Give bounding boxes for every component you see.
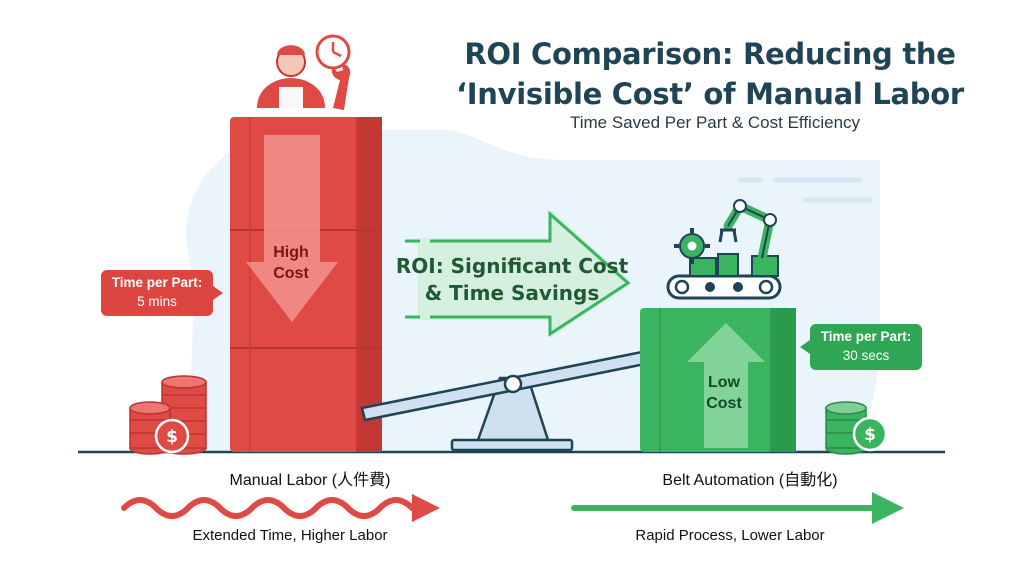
conveyor-belt-icon: [666, 253, 782, 300]
roi-line-1: ROI: Significant Cost: [395, 254, 629, 278]
manual-badge-label: Time per Part:: [111, 275, 203, 290]
worker-icon: [257, 45, 325, 108]
manual-time-badge: Time per Part: 5 mins: [101, 270, 223, 316]
title-line-1: ROI Comparison: Reducing the: [464, 37, 956, 71]
page-subtitle: Time Saved Per Part & Cost Efficiency: [569, 113, 861, 132]
svg-text:$: $: [166, 427, 178, 447]
right-arrow-icon: [405, 210, 632, 338]
automation-caption: Rapid Process, Lower Labor: [635, 527, 825, 544]
low-cost-label: Low Cost: [688, 372, 760, 414]
automation-time-badge: Time per Part: 30 secs: [800, 324, 922, 370]
roi-line-2: & Time Savings: [424, 281, 600, 305]
title-line-2: ‘Invisible Cost’ of Manual Labor: [456, 77, 964, 111]
automation-straight-arrow: [571, 492, 904, 524]
svg-text:$: $: [864, 425, 876, 445]
dollar-coin-icon: $: [852, 416, 888, 452]
manual-badge-value: 5 mins: [137, 294, 177, 309]
roi-label: ROI: Significant Cost & Time Savings: [388, 253, 636, 307]
seesaw-icon: [360, 346, 667, 452]
robot-arm-icon: [718, 199, 779, 277]
dollar-coin-icon: $: [154, 418, 190, 454]
high-cost-line-1: High: [273, 244, 309, 261]
high-cost-label: High Cost: [256, 242, 326, 284]
manual-caption: Extended Time, Higher Labor: [192, 527, 388, 544]
down-arrow-icon: [246, 135, 338, 322]
decor-dashes: [737, 177, 873, 203]
clock-icon: [315, 34, 351, 70]
gear-icon: [674, 228, 710, 264]
page-title: ROI Comparison: Reducing the ‘Invisible …: [440, 34, 980, 114]
low-cost-line-2: Cost: [706, 395, 742, 412]
automation-badge-label: Time per Part:: [820, 329, 912, 344]
belt-automation-label: Belt Automation (自動化): [662, 472, 838, 489]
low-cost-line-1: Low: [708, 374, 740, 391]
manual-labor-label: Manual Labor (人件費): [229, 472, 391, 489]
high-cost-line-2: Cost: [273, 265, 309, 282]
automation-badge-value: 30 secs: [842, 348, 890, 363]
wrench-icon: [331, 64, 351, 110]
manual-wave-arrow: [121, 494, 440, 522]
up-arrow-icon: [687, 323, 765, 448]
